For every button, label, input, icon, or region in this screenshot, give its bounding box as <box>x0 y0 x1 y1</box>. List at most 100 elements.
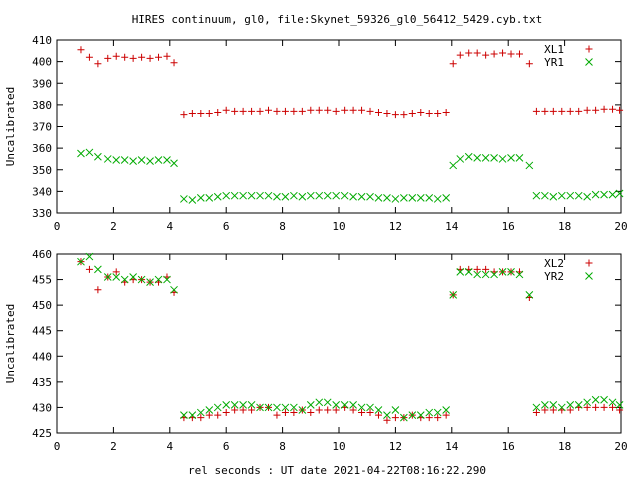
data-point <box>549 192 558 201</box>
data-point <box>239 107 247 115</box>
y-tick-label: 435 <box>32 376 52 389</box>
series-yr2 <box>77 252 624 422</box>
data-point <box>391 406 400 414</box>
data-point <box>442 194 451 202</box>
data-point <box>507 268 515 276</box>
data-point <box>600 403 608 411</box>
data-point <box>307 106 315 114</box>
data-point <box>507 154 515 162</box>
data-point <box>417 108 425 116</box>
data-point <box>549 406 557 414</box>
data-point <box>566 107 574 115</box>
data-point <box>482 51 490 59</box>
data-point <box>616 406 624 414</box>
x-tick-label: 8 <box>279 220 286 233</box>
legend-label: XL1 <box>544 43 564 56</box>
data-point <box>154 275 163 284</box>
data-point <box>290 409 298 417</box>
data-point <box>557 191 566 200</box>
data-point <box>357 403 366 412</box>
data-point <box>103 155 112 163</box>
y-tick-label: 425 <box>32 427 52 440</box>
data-point <box>222 191 231 200</box>
data-point <box>205 194 214 202</box>
legend-marker <box>585 259 593 267</box>
data-point <box>591 395 600 404</box>
data-point <box>456 268 465 276</box>
data-point <box>498 268 507 276</box>
data-point <box>315 106 323 114</box>
plot-frame <box>56 39 622 214</box>
data-point <box>222 106 230 114</box>
data-point <box>481 270 490 279</box>
data-point <box>566 401 575 409</box>
data-point <box>608 190 617 199</box>
data-point <box>541 401 549 409</box>
data-point <box>541 107 549 115</box>
data-point <box>374 194 383 202</box>
data-point <box>340 191 349 200</box>
data-point <box>273 192 281 201</box>
y-tick-label: 460 <box>32 248 52 261</box>
data-point <box>507 50 515 58</box>
data-point <box>558 107 566 115</box>
panel-2: 0 2 4 6 8 10 12 14 16 18 20 425 430 435 440 445 450 455 46… <box>4 248 628 453</box>
data-point <box>600 190 608 199</box>
y-tick-label: 450 <box>32 299 52 312</box>
data-point <box>583 106 591 114</box>
x-tick-label: 18 <box>558 220 571 233</box>
data-point <box>256 191 264 200</box>
data-point <box>473 154 482 162</box>
y-tick-label: 330 <box>32 207 52 220</box>
data-point <box>94 286 102 294</box>
data-point <box>239 401 247 409</box>
x-tick-label: 0 <box>54 440 61 453</box>
data-point <box>425 194 434 202</box>
data-point <box>473 49 481 57</box>
x-tick-label: 12 <box>389 440 402 453</box>
data-point <box>112 268 120 276</box>
data-point <box>442 411 450 419</box>
data-point <box>583 192 592 201</box>
data-point <box>170 285 178 294</box>
data-point <box>298 192 307 201</box>
data-point <box>400 194 408 202</box>
data-point <box>557 403 566 412</box>
data-point <box>256 107 264 115</box>
y-tick-label: 350 <box>32 164 52 177</box>
y-tick-label: 390 <box>32 77 52 90</box>
data-point <box>85 53 93 61</box>
data-point <box>349 106 357 114</box>
data-point <box>434 110 442 118</box>
data-point <box>323 398 332 407</box>
x-tick-label: 20 <box>614 440 627 453</box>
x-tick-label: 2 <box>110 220 117 233</box>
chart-panels: 0 2 4 6 8 10 12 14 16 18 2033034035036037038039040… <box>4 34 628 453</box>
data-point <box>541 191 549 200</box>
data-point <box>264 191 273 200</box>
x-tick-label: 10 <box>332 220 345 233</box>
data-point <box>574 191 583 200</box>
data-point <box>281 403 290 412</box>
data-point <box>400 111 408 119</box>
data-point <box>490 50 498 58</box>
x-tick-label: 20 <box>614 220 627 233</box>
data-point <box>138 53 146 61</box>
x-tick-label: 18 <box>558 440 571 453</box>
data-point <box>163 275 171 284</box>
data-point <box>490 270 498 279</box>
data-point <box>416 194 425 202</box>
data-point <box>574 401 583 409</box>
data-point <box>464 268 473 276</box>
data-point <box>349 401 357 409</box>
data-point <box>515 154 524 162</box>
data-point <box>449 291 458 299</box>
data-point <box>349 192 357 201</box>
data-point <box>213 403 222 412</box>
data-point <box>121 53 129 61</box>
data-point <box>213 192 222 201</box>
legend-label: XL2 <box>544 257 564 270</box>
data-point <box>592 106 600 114</box>
data-point <box>129 54 137 62</box>
data-point <box>391 195 400 203</box>
